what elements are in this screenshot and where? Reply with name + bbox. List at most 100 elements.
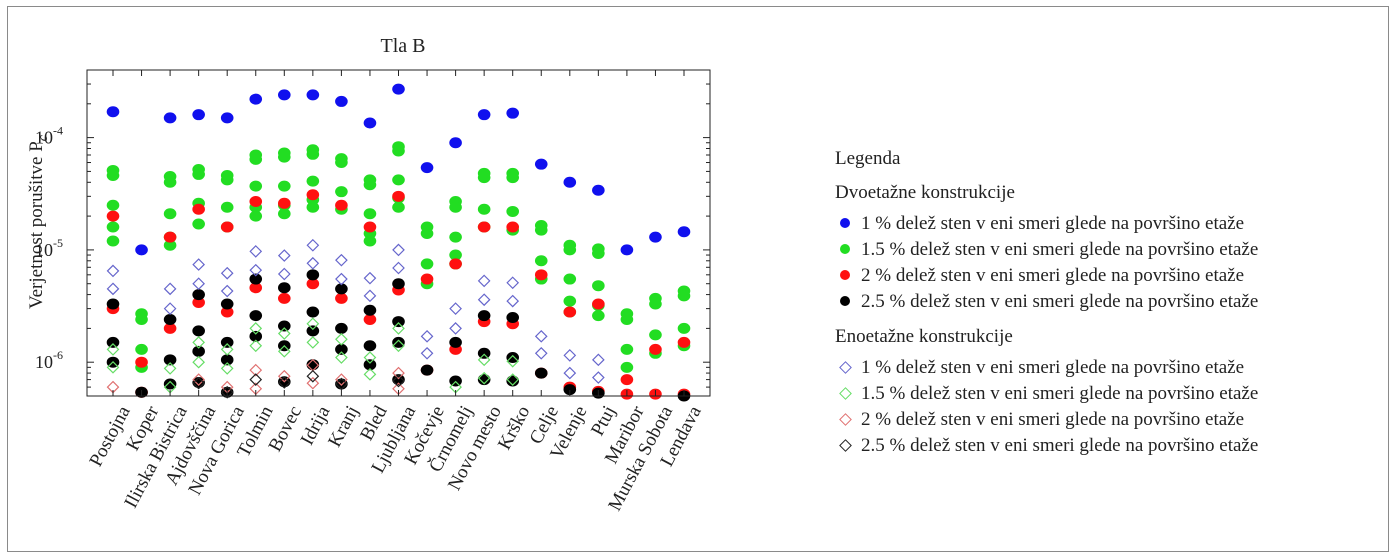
data-point: [477, 203, 491, 215]
data-point: [477, 109, 491, 121]
data-point-diamond: [477, 274, 491, 288]
legend-item-label: 1.5 % delež sten v eni smeri glede na po…: [861, 238, 1259, 260]
y-axis-label: Verjetnost porušitve Pc: [26, 134, 51, 309]
data-point: [163, 354, 177, 366]
data-point-diamond: [163, 282, 177, 296]
data-point: [135, 356, 148, 368]
data-point-diamond: [420, 346, 434, 360]
data-point: [534, 158, 548, 170]
data-point: [392, 190, 405, 202]
data-point-diamond: [335, 351, 348, 364]
data-point-diamond: [249, 363, 263, 377]
chart-title: Tla B: [381, 35, 426, 57]
data-point: [306, 278, 320, 290]
legend-dot-marker: [835, 291, 861, 311]
data-point: [534, 224, 548, 236]
data-point: [649, 343, 662, 355]
data-point: [477, 221, 491, 233]
data-point-diamond: [420, 329, 434, 343]
data-point-diamond: [363, 289, 377, 303]
data-point: [620, 343, 634, 355]
data-point-diamond: [306, 317, 320, 331]
legend-group-title: Dvoetažne konstrukcije: [835, 182, 1015, 203]
data-point: [306, 306, 320, 318]
data-point: [249, 330, 263, 342]
legend-item-label: 1.5 % delež sten v eni smeri glede na po…: [861, 382, 1259, 404]
data-point: [249, 153, 263, 165]
legend-item: 2 % delež sten v eni smeri glede na povr…: [835, 406, 1258, 432]
data-point: [163, 176, 177, 188]
data-point: [220, 336, 234, 348]
data-point: [249, 195, 263, 207]
data-point-diamond: [306, 256, 320, 270]
data-point: [477, 374, 491, 386]
data-point: [592, 310, 605, 322]
data-point: [163, 231, 177, 243]
data-point: [534, 255, 548, 267]
data-point-diamond: [277, 369, 291, 383]
data-point: [420, 227, 434, 239]
data-point: [192, 109, 205, 121]
data-point: [449, 336, 462, 348]
data-point: [506, 312, 519, 324]
y-tick-label: 10-6: [35, 348, 63, 372]
data-point: [677, 290, 691, 302]
data-point: [335, 283, 348, 295]
data-point: [335, 199, 348, 211]
data-point: [477, 310, 491, 322]
legend-spacer: [835, 314, 1258, 324]
data-point: [477, 347, 491, 359]
data-point: [278, 180, 291, 192]
data-point-diamond: [392, 322, 405, 335]
data-point-diamond: [363, 351, 377, 364]
data-point-diamond: [335, 373, 348, 386]
data-point: [106, 210, 120, 222]
legend: Legenda Dvoetažne konstrukcije 1 % delež s…: [835, 146, 1258, 458]
data-point: [363, 314, 377, 326]
diamond-outline-icon: [839, 360, 852, 374]
data-point-diamond: [335, 272, 348, 286]
legend-item-label: 2 % delež sten v eni smeri glede na povr…: [861, 408, 1245, 430]
data-point: [220, 306, 234, 318]
data-point: [249, 180, 263, 192]
data-point-diamond: [335, 332, 348, 346]
data-point: [563, 273, 577, 285]
data-point: [278, 320, 291, 332]
data-point: [249, 273, 263, 285]
legend-item: 1 % delež sten v eni smeri glede na povr…: [835, 210, 1258, 236]
filled-circle-icon: [840, 244, 850, 254]
data-point-diamond: [220, 385, 234, 399]
data-point-diamond: [449, 322, 462, 335]
data-point: [106, 106, 120, 118]
chart-marks: [106, 83, 691, 402]
data-point: [106, 235, 120, 247]
x-tick-label: Kranj: [324, 402, 363, 450]
legend-item-label: 2.5 % delež sten v eni smeri glede na po…: [861, 434, 1259, 456]
data-point-diamond: [277, 344, 291, 358]
data-point-diamond: [277, 376, 291, 389]
data-point-diamond: [449, 302, 462, 315]
legend-dot-marker: [835, 265, 861, 285]
legend-group-title: Enoetažne konstrukcije: [835, 326, 1013, 347]
legend-item: 1.5 % delež sten v eni smeri glede na po…: [835, 380, 1258, 406]
data-point: [363, 235, 377, 247]
data-point-diamond: [306, 369, 320, 383]
data-point-diamond: [220, 284, 234, 298]
data-point: [363, 304, 377, 316]
data-point: [135, 314, 148, 326]
data-point-diamond: [249, 263, 263, 277]
data-point: [563, 244, 577, 256]
data-point-diamond: [277, 327, 291, 340]
data-point-diamond: [477, 293, 491, 307]
data-point: [306, 148, 320, 160]
data-point: [563, 384, 577, 396]
data-point: [135, 343, 148, 355]
data-point-diamond: [392, 366, 405, 380]
data-point-diamond: [392, 339, 405, 353]
legend-item: 1 % delež sten v eni smeri glede na povr…: [835, 354, 1258, 380]
data-point: [649, 329, 662, 341]
data-point: [278, 292, 291, 304]
data-point: [506, 205, 519, 217]
data-point-diamond: [306, 336, 320, 349]
data-point: [420, 364, 434, 376]
